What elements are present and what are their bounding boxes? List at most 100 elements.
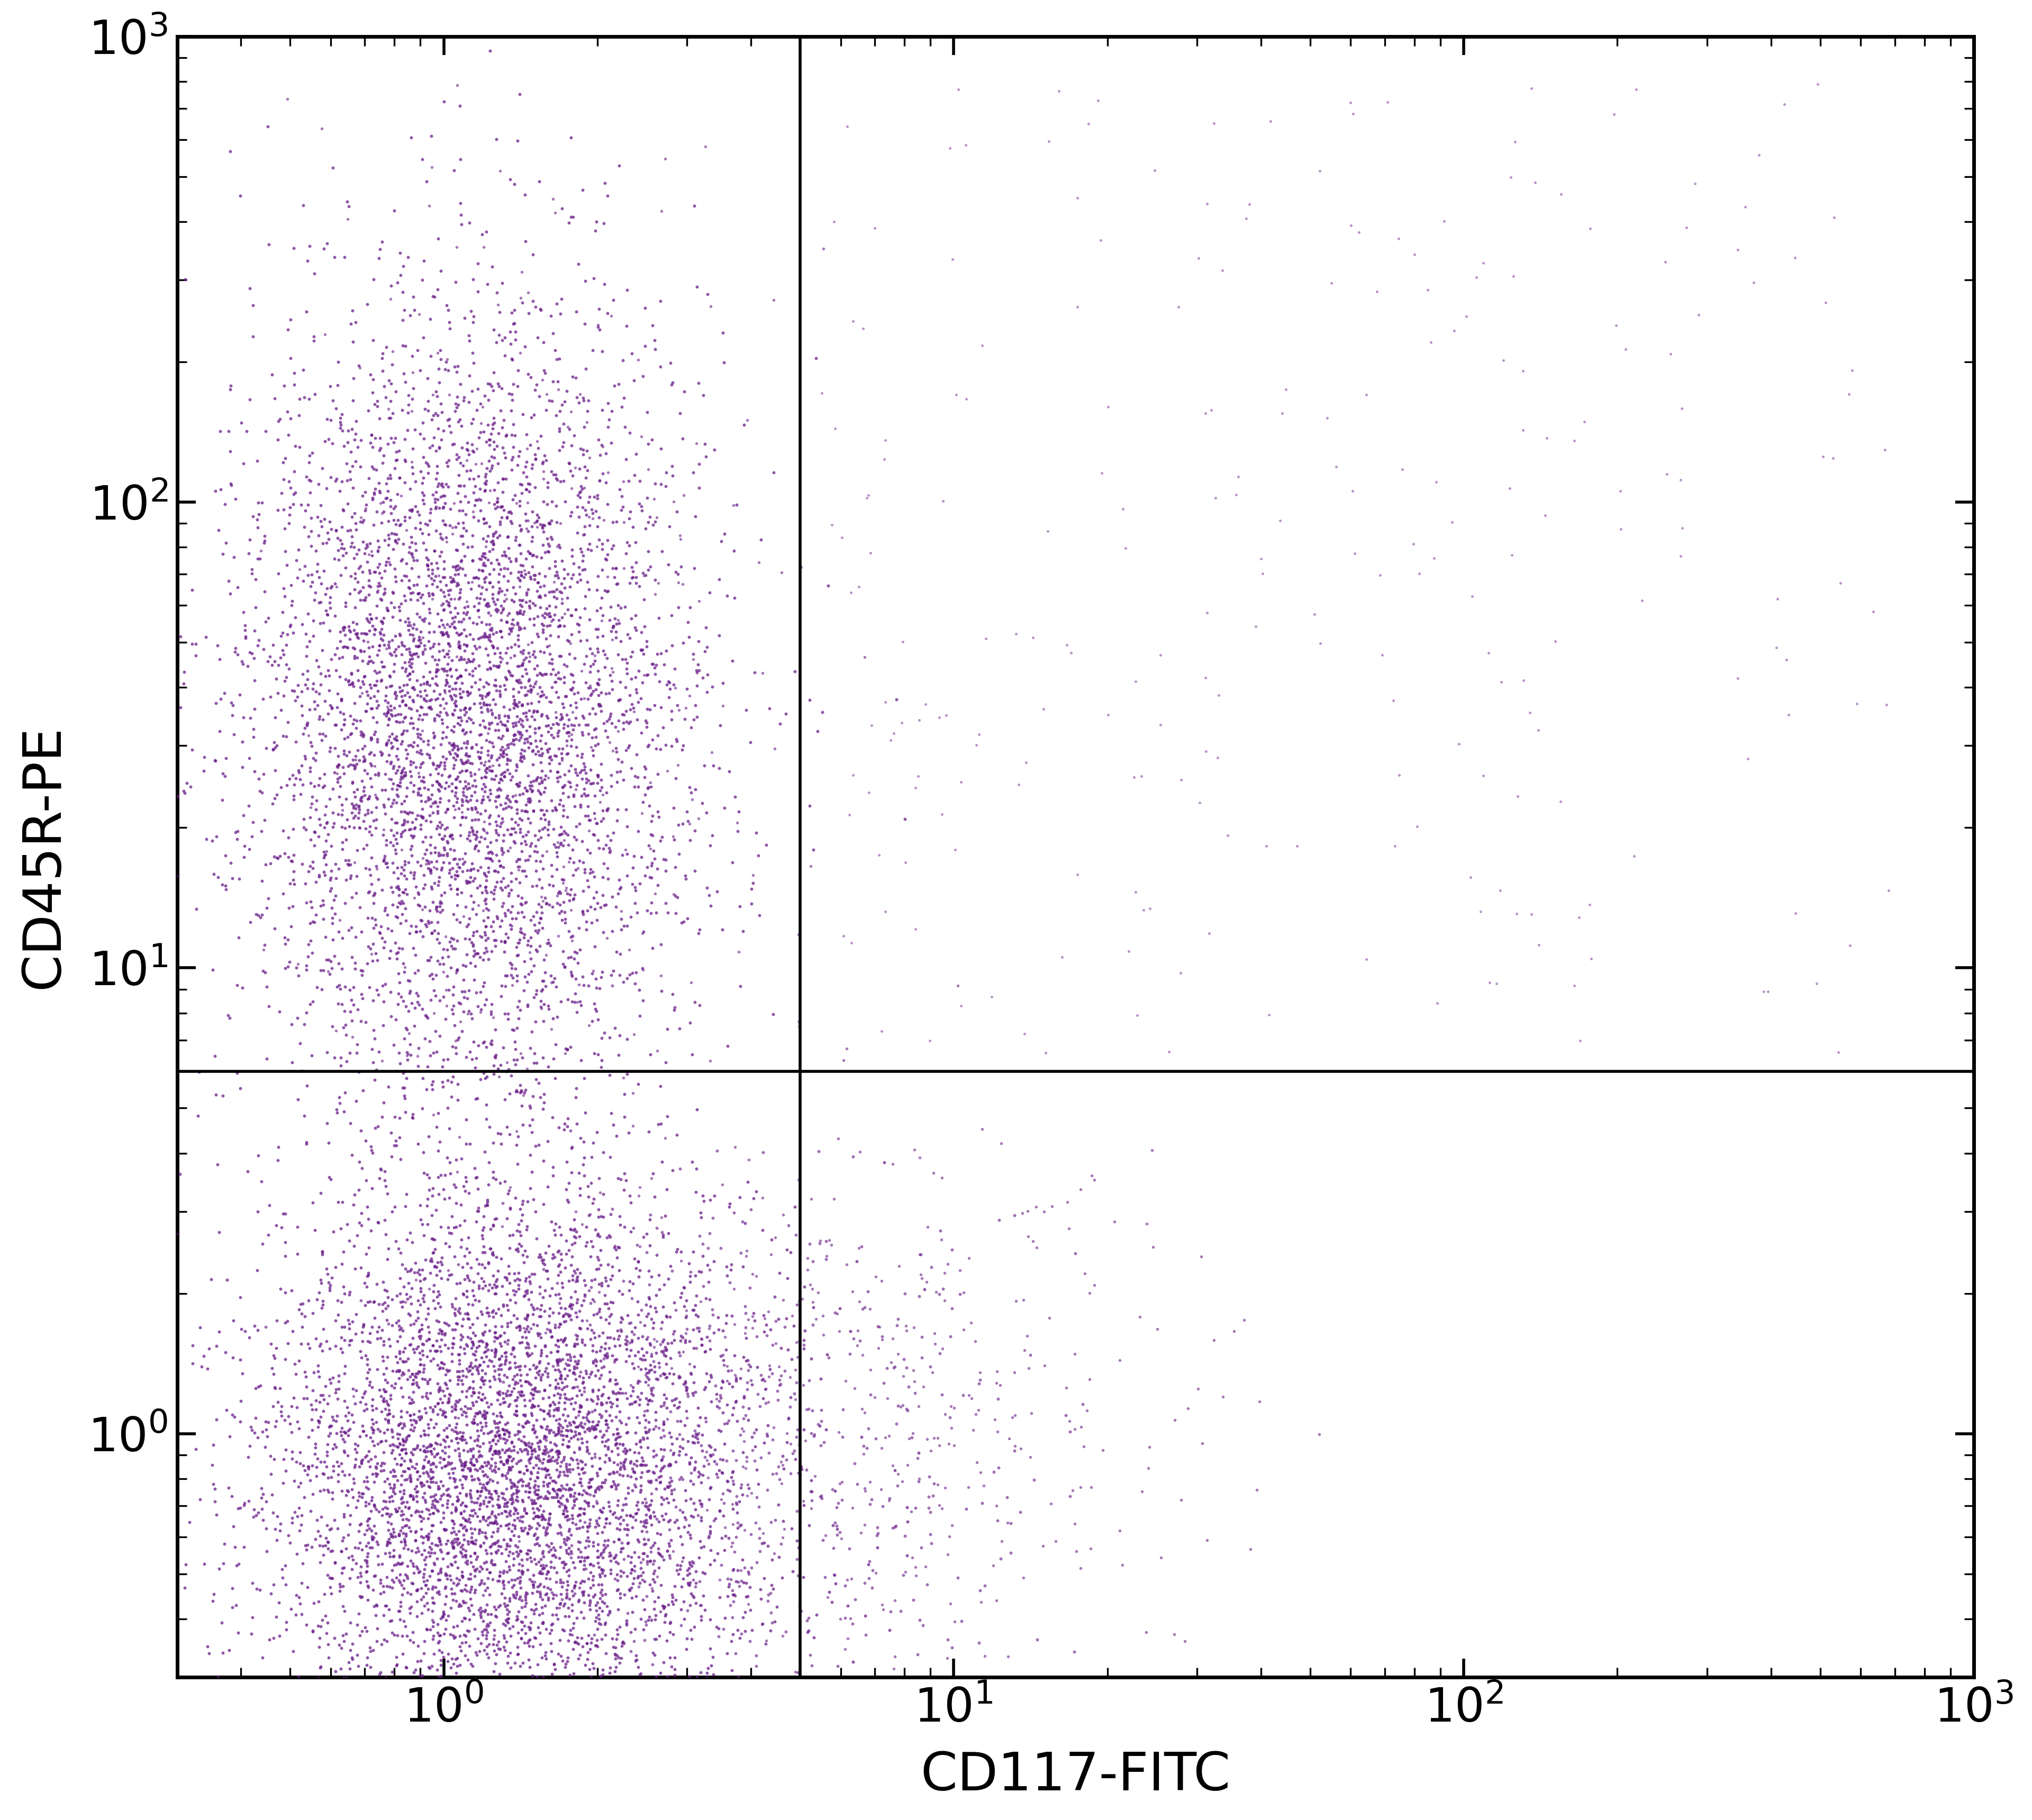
Point — [482, 1427, 514, 1456]
Point — [425, 1638, 457, 1667]
Point — [321, 753, 354, 783]
Point — [325, 1312, 358, 1341]
Point — [634, 1329, 666, 1358]
Point — [526, 721, 559, 750]
Point — [498, 1514, 530, 1543]
Point — [541, 1476, 573, 1505]
Point — [640, 1452, 673, 1481]
Point — [412, 726, 445, 755]
Point — [370, 1354, 402, 1383]
Point — [305, 1381, 337, 1411]
Point — [500, 721, 532, 750]
Point — [575, 1267, 608, 1296]
Point — [547, 1500, 579, 1529]
Point — [522, 815, 555, 844]
Point — [435, 1416, 467, 1445]
Point — [317, 886, 350, 915]
Point — [624, 1307, 656, 1336]
Point — [551, 1525, 583, 1554]
Point — [565, 477, 597, 506]
Point — [506, 1687, 538, 1716]
Point — [380, 770, 412, 799]
Point — [648, 1123, 681, 1152]
Point — [719, 1582, 752, 1611]
Point — [374, 935, 406, 965]
Point — [333, 1460, 366, 1489]
Point — [451, 677, 484, 706]
Point — [150, 976, 183, 1005]
Point — [565, 1290, 597, 1320]
Point — [345, 1616, 378, 1645]
Point — [646, 1591, 679, 1620]
Point — [475, 1445, 508, 1474]
Point — [534, 1463, 567, 1492]
Point — [398, 1658, 431, 1687]
Point — [575, 652, 608, 681]
Point — [321, 1299, 354, 1329]
Point — [587, 1531, 620, 1560]
Point — [465, 1603, 498, 1633]
Point — [526, 739, 559, 768]
Point — [415, 806, 447, 835]
Point — [415, 657, 447, 686]
Point — [500, 1531, 532, 1560]
Point — [510, 797, 543, 826]
Point — [429, 1560, 461, 1589]
Point — [276, 1636, 309, 1665]
Point — [927, 799, 959, 828]
Point — [1386, 455, 1418, 484]
Point — [524, 1320, 557, 1349]
Point — [638, 484, 671, 513]
Point — [337, 633, 370, 662]
Point — [553, 1236, 585, 1265]
Point — [1857, 597, 1890, 626]
Point — [916, 1159, 949, 1188]
Point — [601, 1796, 634, 1820]
Point — [441, 1563, 473, 1593]
Point — [274, 610, 307, 639]
Point — [1254, 107, 1286, 136]
Point — [494, 1456, 526, 1485]
Point — [534, 968, 567, 997]
Point — [815, 510, 847, 539]
Point — [604, 1276, 636, 1305]
Point — [441, 1523, 473, 1552]
Point — [496, 1452, 528, 1481]
Point — [449, 1398, 482, 1427]
Point — [445, 1576, 478, 1605]
Point — [583, 1552, 616, 1582]
Point — [423, 1769, 455, 1798]
Point — [522, 622, 555, 652]
Point — [709, 1309, 742, 1338]
Point — [429, 1330, 461, 1360]
Point — [1172, 1394, 1205, 1423]
Point — [439, 1547, 471, 1576]
Point — [461, 395, 494, 424]
Point — [634, 834, 666, 863]
Point — [567, 1603, 599, 1633]
Point — [274, 344, 307, 373]
Point — [400, 639, 433, 668]
Point — [177, 575, 209, 604]
Point — [425, 1431, 457, 1460]
Point — [626, 635, 658, 664]
Point — [628, 1507, 660, 1536]
Point — [258, 1360, 291, 1389]
Point — [402, 602, 435, 632]
Point — [445, 642, 478, 672]
Point — [494, 1496, 526, 1525]
Point — [530, 1434, 563, 1463]
Point — [449, 697, 482, 726]
Point — [439, 688, 471, 717]
Point — [536, 966, 569, 996]
Point — [799, 1623, 831, 1653]
Point — [601, 1316, 634, 1345]
Point — [425, 537, 457, 566]
Point — [1020, 1625, 1053, 1654]
Point — [573, 1276, 606, 1305]
Point — [433, 632, 465, 661]
Point — [636, 1381, 669, 1411]
Point — [402, 632, 435, 661]
Point — [437, 728, 469, 757]
Point — [610, 644, 642, 673]
